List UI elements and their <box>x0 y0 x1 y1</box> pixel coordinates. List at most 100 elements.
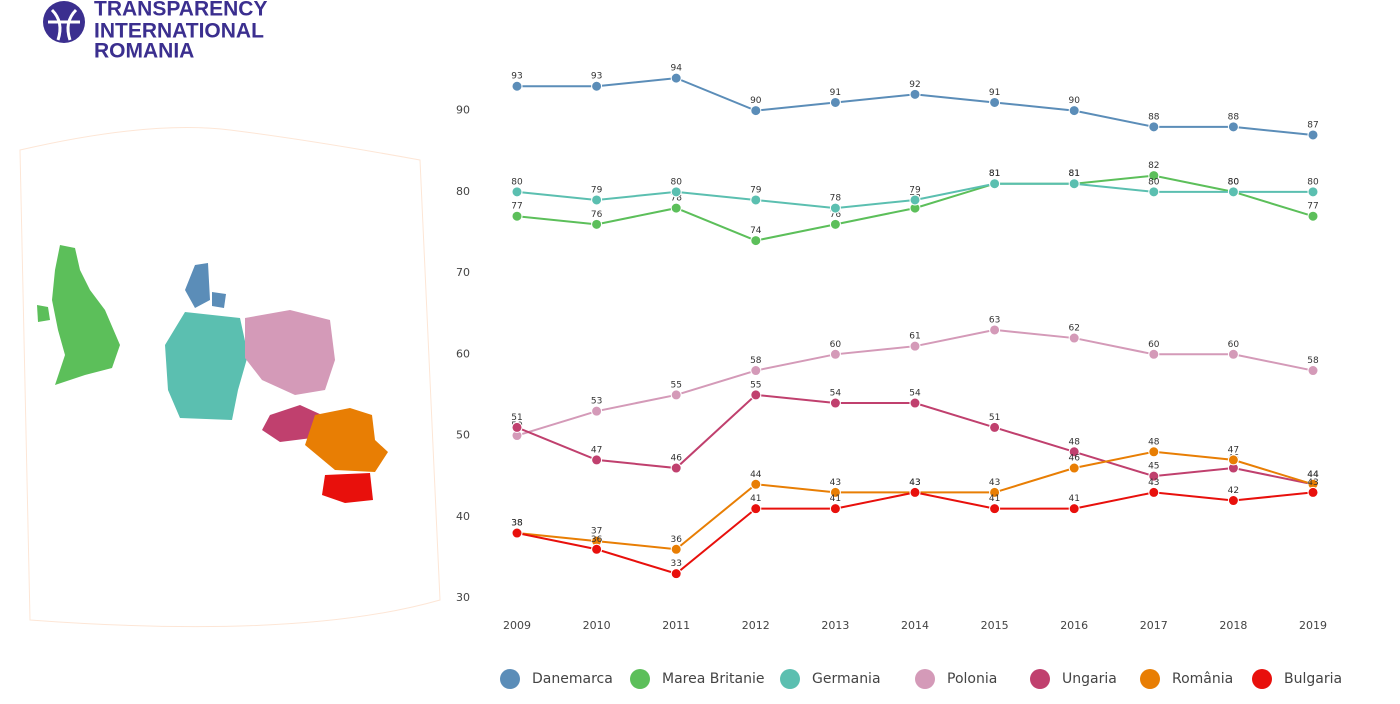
data-point <box>591 405 603 417</box>
series: 51 47 46 55 54 54 51 48 45 46 44 <box>511 380 1319 490</box>
data-label: 43 <box>909 478 920 488</box>
data-label: 44 <box>1307 470 1319 480</box>
data-label: 78 <box>830 194 842 204</box>
legend-item[interactable]: Danemarca <box>500 669 613 689</box>
data-point <box>1068 105 1080 117</box>
legend-item[interactable]: Marea Britanie <box>630 669 764 689</box>
y-tick-label: 40 <box>456 510 470 523</box>
series-line <box>516 450 1314 551</box>
logo: TRANSPARENCY INTERNATIONAL ROMANIA <box>43 0 267 63</box>
data-label: 81 <box>989 169 1000 179</box>
legend-item[interactable]: România <box>1140 669 1233 689</box>
legend-item[interactable]: Polonia <box>915 669 997 689</box>
data-label: 44 <box>1307 470 1319 480</box>
x-tick-label: 2012 <box>742 619 770 632</box>
logo-line: ROMANIA <box>94 40 194 63</box>
data-label: 60 <box>1228 340 1240 350</box>
data-label: 92 <box>909 80 920 90</box>
data-point <box>511 421 523 433</box>
data-label: 53 <box>591 397 602 407</box>
data-point <box>750 389 762 401</box>
data-label: 88 <box>1228 112 1240 122</box>
data-point <box>750 235 762 247</box>
data-label: 80 <box>1307 177 1319 187</box>
data-label: 44 <box>750 470 762 480</box>
y-tick-label: 60 <box>456 347 470 360</box>
data-label: 51 <box>989 413 1000 423</box>
data-point <box>1148 470 1160 482</box>
legend-label: Germania <box>812 671 881 687</box>
data-point <box>670 72 682 84</box>
data-point <box>1307 486 1319 498</box>
data-label: 82 <box>1148 161 1159 171</box>
x-tick-label: 2016 <box>1060 619 1088 632</box>
data-label: 36 <box>591 535 603 545</box>
data-label: 55 <box>670 380 681 390</box>
data-point <box>1148 446 1160 458</box>
series-line <box>516 491 1314 575</box>
data-point <box>1307 210 1319 222</box>
data-label: 88 <box>1148 112 1160 122</box>
data-point <box>909 340 921 352</box>
data-label: 38 <box>511 519 523 529</box>
data-point <box>989 324 1001 336</box>
legend-marker <box>1252 669 1272 689</box>
x-tick-label: 2010 <box>583 619 611 632</box>
data-point <box>1148 486 1160 498</box>
data-label: 80 <box>1148 177 1160 187</box>
data-point <box>909 397 921 409</box>
map-hungary <box>262 405 322 442</box>
legend-label: Bulgaria <box>1284 671 1342 687</box>
data-label: 76 <box>830 210 842 220</box>
legend-label: Ungaria <box>1062 671 1117 687</box>
data-point <box>1068 332 1080 344</box>
data-point <box>511 80 523 92</box>
data-label: 43 <box>909 478 920 488</box>
legend-marker <box>1140 669 1160 689</box>
data-label: 79 <box>909 185 921 195</box>
data-label: 43 <box>830 478 841 488</box>
x-tick-label: 2013 <box>821 619 849 632</box>
data-label: 87 <box>1307 120 1318 130</box>
data-point <box>829 486 841 498</box>
data-label: 43 <box>1307 478 1318 488</box>
x-tick-label: 2009 <box>503 619 531 632</box>
data-point <box>1307 186 1319 198</box>
data-label: 47 <box>1228 445 1239 455</box>
legend-item[interactable]: Bulgaria <box>1252 669 1342 689</box>
data-point <box>1068 503 1080 515</box>
data-label: 90 <box>750 96 762 106</box>
series: 80 79 80 79 78 79 81 81 80 80 80 <box>511 169 1319 214</box>
data-label: 48 <box>1148 437 1160 447</box>
data-label: 38 <box>511 519 523 529</box>
series: 5053555860616362606058 <box>511 315 1319 442</box>
logo-line: INTERNATIONAL <box>94 20 264 43</box>
data-label: 43 <box>989 478 1000 488</box>
data-label: 77 <box>1307 202 1318 212</box>
data-point <box>829 503 841 515</box>
data-label: 47 <box>591 445 602 455</box>
y-tick-label: 80 <box>456 185 470 198</box>
series: 93 93 94 90 91 92 91 90 88 88 87 <box>511 64 1319 141</box>
map-denmark <box>185 263 226 308</box>
data-label: 80 <box>511 177 523 187</box>
legend-item[interactable]: Ungaria <box>1030 669 1117 689</box>
x-tick-label: 2011 <box>662 619 690 632</box>
legend-item[interactable]: Germania <box>780 669 881 689</box>
data-point <box>670 568 682 580</box>
data-point <box>829 202 841 214</box>
data-label: 36 <box>670 535 682 545</box>
data-label: 91 <box>989 88 1000 98</box>
data-point <box>1227 495 1239 507</box>
data-point <box>1068 178 1080 190</box>
data-point <box>670 462 682 474</box>
data-label: 80 <box>1228 177 1240 187</box>
map-outline <box>19 127 441 628</box>
data-point <box>670 543 682 555</box>
data-point <box>909 486 921 498</box>
data-point <box>750 194 762 206</box>
y-tick-label: 90 <box>456 104 470 117</box>
series: 77 76 78 74 76 78 81 81 82 80 77 <box>511 161 1319 247</box>
x-tick-label: 2015 <box>981 619 1009 632</box>
data-label: 41 <box>989 494 1000 504</box>
